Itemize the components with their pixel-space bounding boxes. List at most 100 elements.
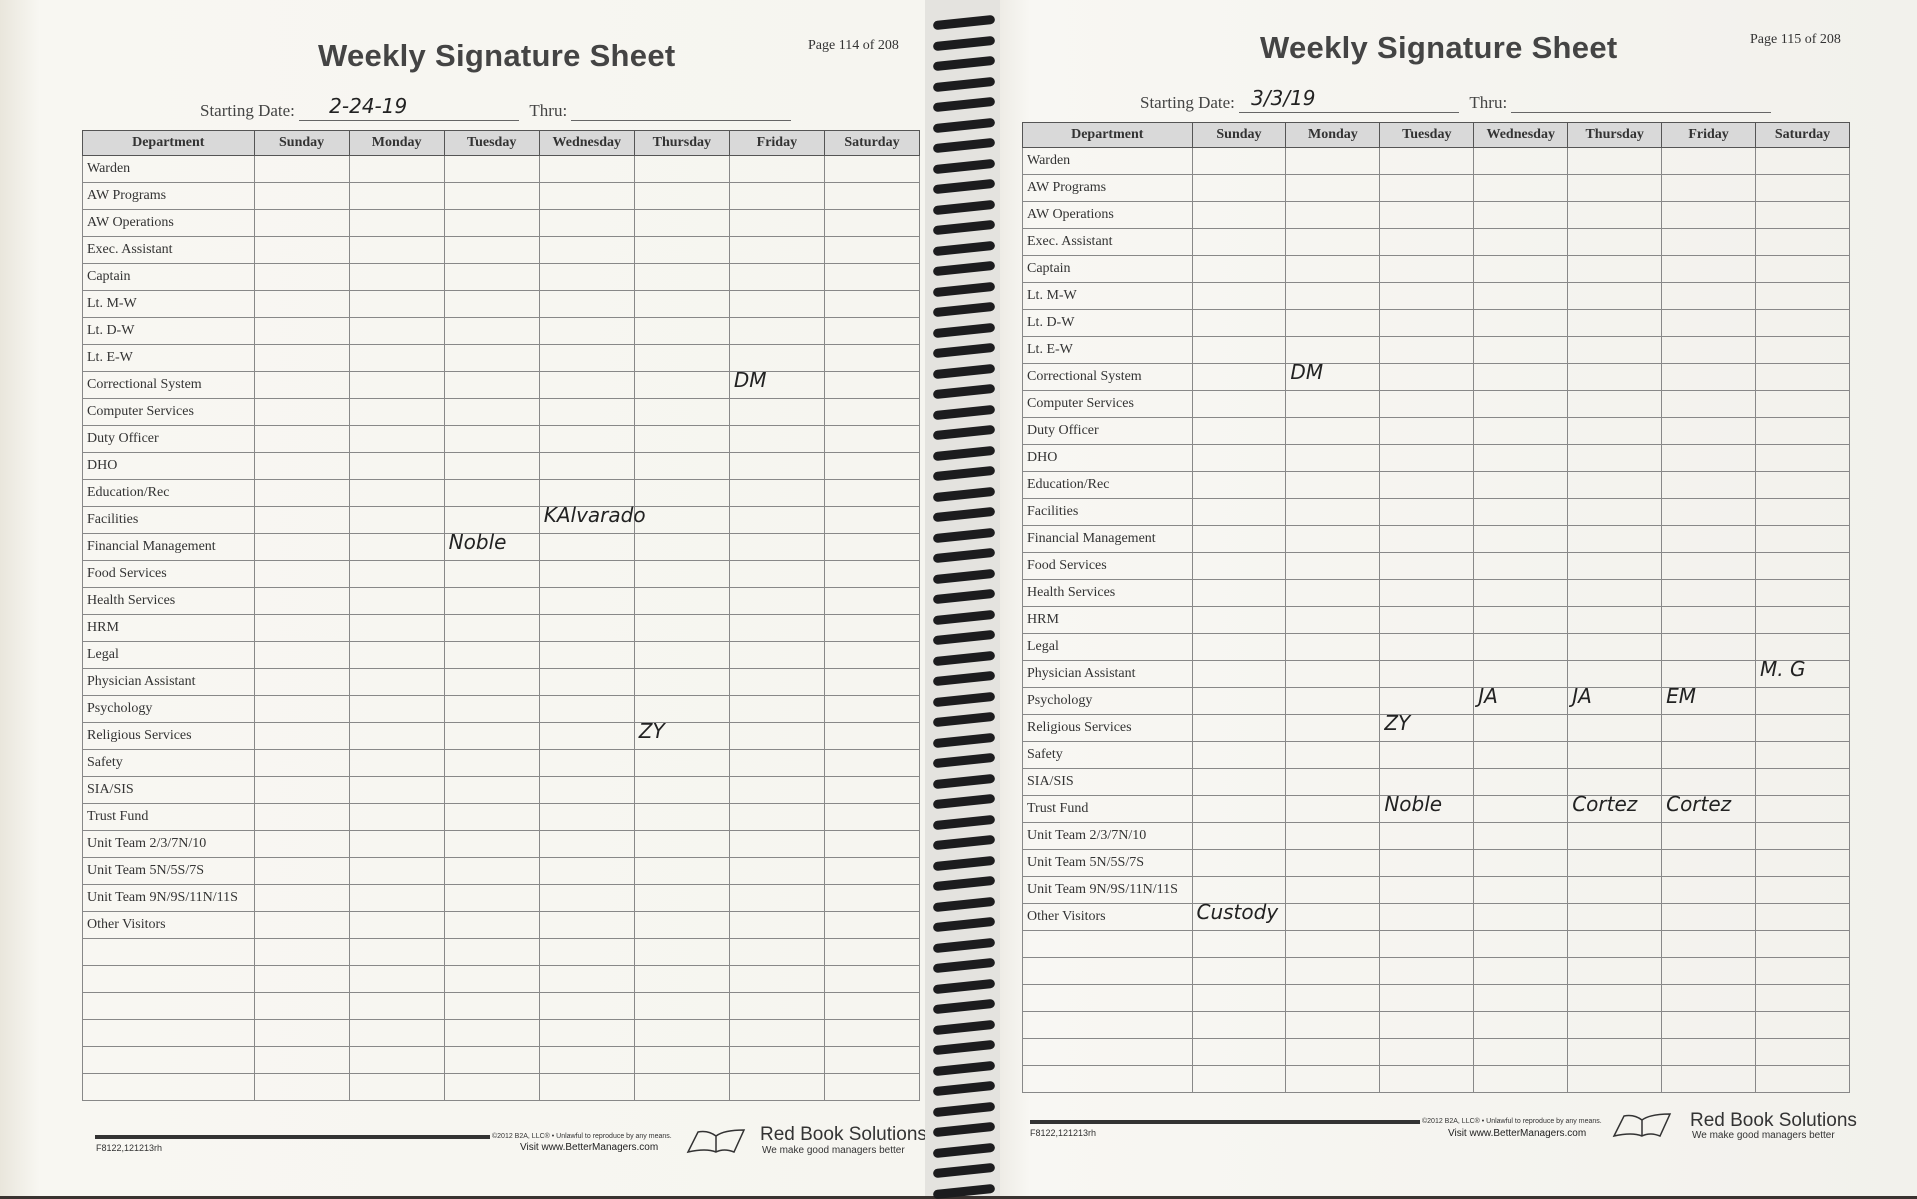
table-row xyxy=(82,965,921,993)
signature-cell xyxy=(823,992,921,1020)
book-logo-icon xyxy=(686,1129,746,1154)
signature-cell xyxy=(823,506,921,534)
signature-cell xyxy=(443,263,540,291)
signature-cell xyxy=(1661,1065,1757,1093)
signature-cell xyxy=(253,776,350,804)
signature-cell xyxy=(823,182,921,210)
signature-cell xyxy=(1191,444,1287,472)
signature-cell xyxy=(348,425,445,453)
signature-cell xyxy=(1285,525,1381,553)
signature-cell xyxy=(443,317,540,345)
signature-cell xyxy=(633,452,730,480)
signature-cell xyxy=(443,371,540,399)
table-row xyxy=(82,1073,921,1101)
column-header: Monday xyxy=(348,130,445,156)
spiral-coil xyxy=(932,1101,996,1117)
signature-cell xyxy=(633,641,730,669)
signature-cell: DM xyxy=(1285,360,1381,391)
spiral-coil xyxy=(932,383,996,400)
department-cell: Health Services xyxy=(1022,579,1193,607)
signature-cell xyxy=(1285,147,1381,175)
signature-table: Department Sunday Monday Tuesday Wednesday Th… xyxy=(82,130,921,1101)
signature-cell xyxy=(1191,552,1287,580)
signature-cell xyxy=(1755,417,1850,445)
table-row: Unit Team 9N/9S/11N/11S xyxy=(1022,876,1850,904)
book-logo-icon xyxy=(1612,1113,1672,1138)
signature-cell xyxy=(443,992,540,1020)
signature-cell xyxy=(1191,417,1287,445)
column-header: Friday xyxy=(1661,122,1757,148)
table-row: Other Visitors Custody xyxy=(1022,900,1850,931)
spiral-coil xyxy=(932,1039,996,1056)
signature-cell xyxy=(633,938,730,966)
signature-cell: JA xyxy=(1473,684,1569,715)
signature-cell xyxy=(728,398,825,426)
signature-cell xyxy=(1379,1038,1475,1066)
signature-cell xyxy=(538,1046,635,1074)
signature-cell xyxy=(253,749,350,777)
department-cell: Unit Team 2/3/7N/10 xyxy=(82,830,255,858)
signature-cell xyxy=(728,614,825,642)
signature-cell xyxy=(253,209,350,237)
signature-cell xyxy=(253,803,350,831)
signature-cell xyxy=(1755,930,1850,958)
signature-cell xyxy=(1379,849,1475,877)
handwritten-signature: Noble xyxy=(448,530,507,554)
table-row: Captain xyxy=(82,263,921,291)
table-row: AW Programs xyxy=(82,182,921,210)
signature-cell xyxy=(633,236,730,264)
signature-cell xyxy=(728,236,825,264)
signature-cell xyxy=(1285,957,1381,985)
signature-cell xyxy=(1473,309,1569,337)
spiral-coil xyxy=(932,1162,996,1179)
column-header: Friday xyxy=(728,130,825,156)
signature-cell xyxy=(443,749,540,777)
signature-cell xyxy=(1379,741,1475,769)
signature-cell xyxy=(1567,579,1663,607)
signature-cell xyxy=(1379,660,1475,688)
signature-cell xyxy=(348,614,445,642)
signature-cell xyxy=(538,236,635,264)
handwritten-signature: Cortez xyxy=(1666,792,1732,816)
signature-cell xyxy=(348,290,445,318)
signature-cell xyxy=(443,938,540,966)
table-row: Financial Management Noble xyxy=(82,530,921,561)
thru-label: Thru: xyxy=(1469,93,1508,112)
signature-cell xyxy=(1379,579,1475,607)
signature-cell xyxy=(1191,849,1287,877)
signature-cell xyxy=(1191,363,1287,391)
visit-link: Visit www.BetterManagers.com xyxy=(520,1142,659,1153)
signature-cell xyxy=(1191,336,1287,364)
handwritten-signature: ZY xyxy=(1384,711,1411,735)
signature-cell xyxy=(1191,660,1287,688)
spiral-coil xyxy=(932,752,996,769)
signature-cell xyxy=(538,452,635,480)
department-cell: Other Visitors xyxy=(1022,903,1193,931)
signature-cell xyxy=(348,722,445,750)
signature-cell xyxy=(633,263,730,291)
department-cell: Psychology xyxy=(82,695,255,723)
signature-cell xyxy=(538,317,635,345)
signature-cell xyxy=(443,857,540,885)
table-row: Health Services xyxy=(1022,579,1850,607)
signature-cell xyxy=(1661,525,1757,553)
signature-cell xyxy=(1755,525,1850,553)
signature-cell xyxy=(538,425,635,453)
footer-rule xyxy=(1030,1120,1420,1124)
signature-cell xyxy=(1285,768,1381,796)
department-cell: Correctional System xyxy=(1022,363,1193,391)
signature-cell xyxy=(728,668,825,696)
spiral-coil xyxy=(932,588,996,605)
table-row: Food Services xyxy=(82,560,921,588)
signature-cell xyxy=(1661,444,1757,472)
signature-cell xyxy=(538,938,635,966)
table-row: Correctional System DM xyxy=(1022,360,1850,391)
department-cell: SIA/SIS xyxy=(1022,768,1193,796)
signature-cell xyxy=(1567,957,1663,985)
signature-cell xyxy=(823,371,921,399)
signature-cell xyxy=(443,884,540,912)
spiral-coil xyxy=(932,1121,996,1138)
signature-cell xyxy=(1285,1065,1381,1093)
signature-cell xyxy=(538,722,635,750)
column-header: Wednesday xyxy=(1473,122,1569,148)
